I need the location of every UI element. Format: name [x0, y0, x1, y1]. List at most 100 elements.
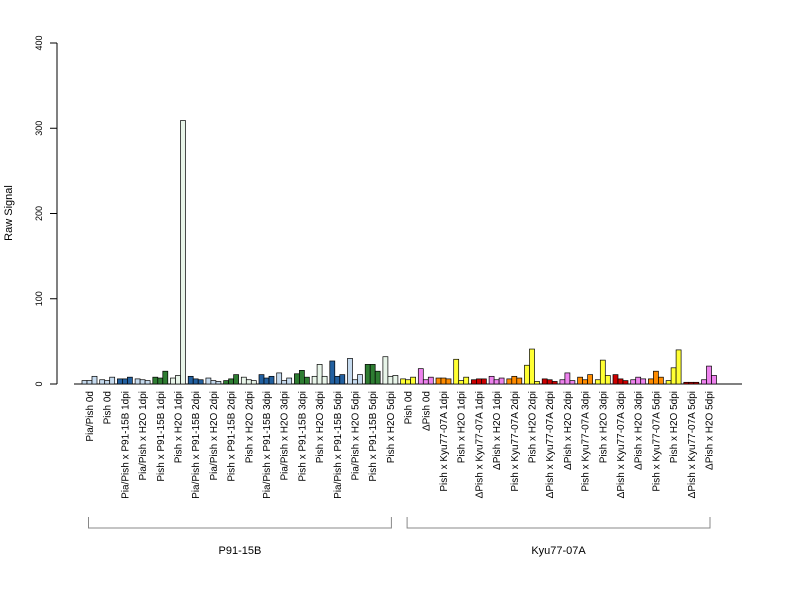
- bar: [170, 377, 176, 385]
- bar: [476, 378, 482, 385]
- bar: [276, 372, 283, 385]
- bar: [357, 374, 363, 385]
- x-tick-label: Pish x Kyu77-07A 1dpi: [439, 391, 450, 492]
- bar: [675, 349, 682, 385]
- bar: [458, 380, 465, 385]
- bar: [392, 375, 399, 385]
- x-tick-label: Pish x P91-15B 1dpi: [156, 391, 167, 482]
- x-tick-label: Pish x H2O 5dpi: [669, 391, 680, 463]
- bar: [422, 379, 429, 385]
- y-axis: 0 100 200 300 400: [34, 35, 58, 387]
- x-tick-label: Pia/Pish x P91-15B 1dpi: [120, 391, 131, 499]
- bar: [559, 379, 566, 385]
- bar: [541, 378, 548, 385]
- bar: [481, 378, 487, 385]
- bar: [493, 379, 500, 385]
- bar: [427, 376, 434, 385]
- bar: [233, 374, 239, 385]
- x-tick-label: ΔPish x H2O 2dpi: [563, 391, 574, 470]
- bar: [569, 380, 576, 385]
- bar: [157, 377, 164, 385]
- bar: [329, 360, 336, 385]
- bar: [683, 381, 690, 385]
- x-tick-label: ΔPish x H2O 1dpi: [492, 391, 503, 470]
- x-tick-label: ΔPish 0d: [421, 391, 432, 431]
- bar: [711, 375, 717, 385]
- y-tick-label: 100: [34, 291, 44, 306]
- bar: [706, 365, 712, 385]
- x-tick-label: Pish x H2O 1dpi: [457, 391, 468, 463]
- bar: [524, 364, 530, 385]
- x-tick-label: Pish x H2O 3dpi: [598, 391, 609, 463]
- bar: [215, 381, 222, 385]
- bar: [622, 380, 629, 385]
- group-bracket: [88, 517, 392, 529]
- bar: [104, 380, 111, 385]
- x-tick-label: Pia/Pish x P91-15B 2dpi: [191, 391, 202, 499]
- bar: [334, 375, 341, 385]
- x-tick-label: ΔPish x H2O 5dpi: [705, 391, 716, 470]
- bar: [488, 375, 495, 385]
- bar: [321, 375, 328, 385]
- bar: [180, 120, 186, 385]
- bar: [81, 380, 88, 385]
- bar: [144, 380, 151, 385]
- bar: [162, 370, 169, 385]
- x-tick-label: Pia/Pish x H2O 1dpi: [138, 391, 149, 481]
- bar: [658, 376, 664, 385]
- x-axis-tick-labels: Pia/Pish 0d Pish 0d Pia/Pish x P91-15B 1dp…: [85, 391, 716, 499]
- x-tick-label: Pia/Pish x P91-15B 5dpi: [333, 391, 344, 499]
- x-tick-label: ΔPish x Kyu77-07A 3dpi: [616, 391, 627, 498]
- bar: [594, 379, 601, 385]
- x-tick-label: Pish x P91-15B 3dpi: [297, 391, 308, 482]
- bar: [299, 370, 305, 385]
- bar: [653, 370, 659, 385]
- y-tick-label: 300: [34, 121, 44, 136]
- bar: [139, 379, 146, 385]
- x-tick-label: Pish x P91-15B 5dpi: [368, 391, 379, 482]
- bar: [640, 378, 647, 385]
- bar: [152, 376, 159, 385]
- bar: [604, 375, 611, 385]
- bar: [240, 376, 247, 385]
- bar: [210, 380, 217, 385]
- bar: [506, 378, 513, 385]
- y-tick-label: 200: [34, 206, 44, 221]
- bar: [250, 380, 257, 385]
- bar: [117, 378, 123, 385]
- bar: [463, 376, 470, 385]
- bar: [599, 359, 606, 385]
- bar: [577, 376, 583, 385]
- bar: [352, 379, 358, 385]
- bar: [630, 379, 637, 385]
- x-tick-label: Pish x Kyu77-07A 5dpi: [651, 391, 662, 492]
- group-bracket: [406, 517, 711, 529]
- bar: [245, 379, 252, 385]
- bar: [564, 372, 571, 385]
- bar: [410, 376, 416, 385]
- bar: [670, 367, 677, 385]
- bar: [665, 380, 672, 385]
- bar: [648, 378, 654, 385]
- y-tick-label: 0: [34, 381, 44, 386]
- x-tick-label: Pish x Kyu77-07A 2dpi: [510, 391, 521, 492]
- bar: [612, 374, 619, 385]
- bar: [511, 375, 518, 385]
- bar: [551, 381, 558, 385]
- bar: [175, 375, 181, 385]
- bar: [688, 381, 695, 385]
- bar: [304, 376, 310, 385]
- bar: [498, 377, 505, 385]
- bar: [400, 378, 406, 385]
- x-tick-label: ΔPish x Kyu77-07A 1dpi: [474, 391, 485, 498]
- bar: [516, 377, 523, 385]
- bar: [192, 378, 199, 385]
- bar: [471, 379, 477, 385]
- bar: [205, 377, 212, 385]
- x-tick-label: ΔPish x Kyu77-07A 2dpi: [545, 391, 556, 498]
- bar: [693, 381, 700, 385]
- bar: [347, 358, 353, 385]
- group-bracket-label: P91-15B: [219, 545, 262, 557]
